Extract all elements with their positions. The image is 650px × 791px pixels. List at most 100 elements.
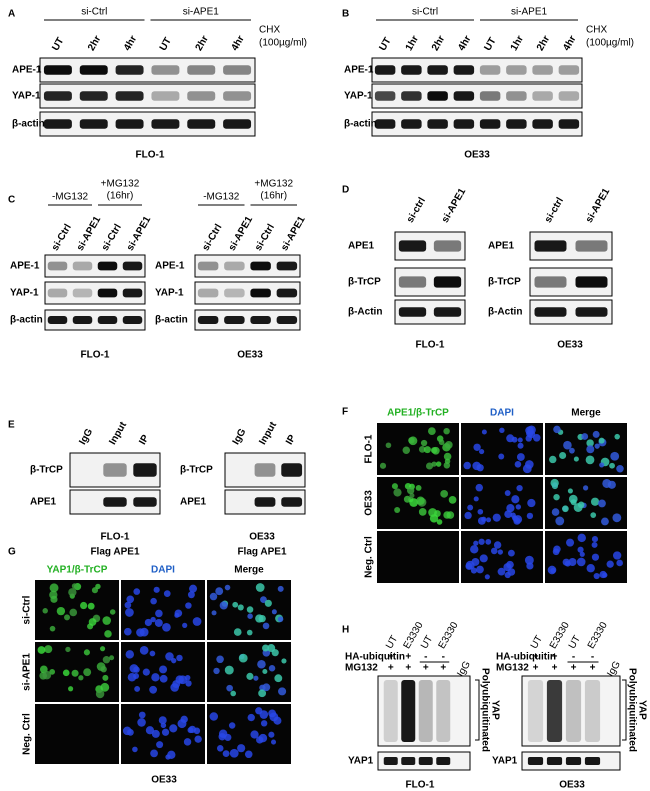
cell xyxy=(277,585,284,592)
lane-label: si-APE1 xyxy=(279,214,308,253)
cell xyxy=(224,584,231,591)
cell xyxy=(425,462,434,470)
cell xyxy=(612,513,622,523)
band xyxy=(250,316,271,324)
row-label: si-Ctrl xyxy=(22,595,33,624)
cell xyxy=(150,616,156,623)
lane-label: UT xyxy=(419,634,435,651)
cell xyxy=(151,729,160,738)
cell xyxy=(497,549,504,555)
cell xyxy=(409,498,419,507)
cell xyxy=(255,583,265,592)
band xyxy=(383,757,398,765)
cell xyxy=(104,630,112,638)
band xyxy=(133,497,157,507)
panel-letter: A xyxy=(8,9,15,20)
caption: FLO-1 xyxy=(101,532,130,543)
cell xyxy=(585,455,595,465)
row-label: APE-1 xyxy=(155,261,185,272)
cell xyxy=(68,588,77,597)
cell xyxy=(71,583,78,589)
bracket xyxy=(622,679,627,741)
band xyxy=(398,276,427,288)
cell xyxy=(591,553,600,561)
band xyxy=(453,119,475,129)
lane-label: si-Ctrl xyxy=(100,222,124,253)
lane-label: UT xyxy=(377,36,393,53)
cell xyxy=(510,512,516,518)
cell xyxy=(269,712,279,722)
condition-label: MG132 xyxy=(345,663,378,674)
cell xyxy=(49,583,59,593)
condition-mark: - xyxy=(572,652,575,663)
cell xyxy=(553,493,560,501)
row-label: YAP1 xyxy=(492,756,518,767)
row-label: β-TrCP xyxy=(348,277,381,288)
row-label: YAP-1 xyxy=(155,288,184,299)
lane-label: IgG xyxy=(77,427,95,447)
cell xyxy=(246,606,254,613)
cell xyxy=(579,551,585,557)
row-label: β-Actin xyxy=(488,307,522,318)
cell xyxy=(568,494,578,504)
cell xyxy=(136,628,145,637)
cell xyxy=(268,731,275,738)
cell xyxy=(150,597,157,605)
band xyxy=(79,119,108,129)
cell xyxy=(438,439,445,446)
cell xyxy=(525,426,534,435)
condition-mark: + xyxy=(533,652,539,663)
band xyxy=(401,65,422,75)
lane-label: Input xyxy=(107,420,129,447)
cell xyxy=(262,622,270,630)
cell xyxy=(481,516,487,522)
cell xyxy=(473,496,479,502)
cell xyxy=(586,564,595,573)
cell xyxy=(174,612,180,618)
column-header: DAPI xyxy=(490,408,514,419)
band xyxy=(558,119,580,129)
cell xyxy=(64,614,71,621)
group-label: si-APE1 xyxy=(511,7,548,18)
band xyxy=(527,757,544,765)
band xyxy=(122,261,143,271)
column-header: Merge xyxy=(234,565,264,576)
lane-label: 2hr xyxy=(86,34,103,53)
cell xyxy=(553,425,561,434)
cell xyxy=(586,439,594,447)
cell xyxy=(504,490,511,496)
lane-label: si-APE1 xyxy=(125,214,154,253)
cell xyxy=(49,625,56,632)
band xyxy=(506,119,527,129)
lane-label: 1hr xyxy=(509,34,526,53)
lane-label: UT xyxy=(158,36,174,53)
band xyxy=(223,91,252,101)
cell xyxy=(479,448,485,455)
cell xyxy=(264,599,272,607)
cell xyxy=(552,548,560,556)
cell xyxy=(238,653,248,663)
cell xyxy=(440,489,449,498)
caption: OE33 xyxy=(249,532,275,543)
cell xyxy=(385,442,392,449)
cell xyxy=(132,746,138,753)
cell xyxy=(515,504,522,510)
cell xyxy=(463,461,471,470)
row-label: YAP1 xyxy=(348,756,374,767)
band xyxy=(453,65,475,75)
lane-label: UT xyxy=(567,634,583,651)
band xyxy=(254,463,276,477)
cell xyxy=(379,462,387,469)
band xyxy=(72,316,93,324)
band xyxy=(479,65,501,75)
group-label: +MG132 xyxy=(254,179,293,190)
cell xyxy=(586,445,595,454)
cell xyxy=(56,606,66,616)
cell xyxy=(232,601,239,608)
blot-strip xyxy=(194,309,301,331)
band xyxy=(401,757,416,765)
cell xyxy=(270,739,277,745)
cell xyxy=(476,565,484,574)
cell xyxy=(566,538,575,547)
row-label: APE-1 xyxy=(344,65,374,76)
